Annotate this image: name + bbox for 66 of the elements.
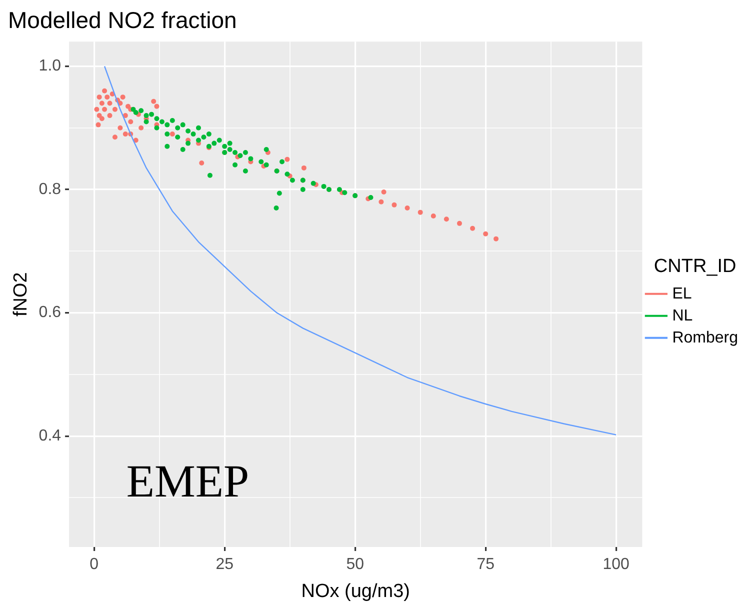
point — [170, 118, 175, 123]
point — [154, 116, 160, 122]
point — [180, 146, 186, 152]
point — [232, 150, 238, 156]
x-tick-label: 75 — [476, 556, 495, 574]
x-tick-label: 50 — [346, 556, 364, 574]
x-axis-title: NOx (ug/m3) — [301, 580, 410, 602]
point — [175, 125, 180, 130]
point — [336, 187, 342, 192]
point — [242, 168, 248, 174]
point — [248, 156, 254, 162]
point — [144, 119, 149, 124]
point — [138, 108, 144, 114]
point — [186, 128, 191, 134]
point — [227, 146, 232, 152]
point — [196, 138, 201, 143]
point — [164, 144, 170, 149]
point — [368, 195, 374, 200]
point — [238, 153, 243, 158]
y-tick-label: 0.4 — [38, 427, 62, 444]
point — [216, 138, 222, 143]
y-tick-label: 0.8 — [38, 180, 62, 198]
y-tick-label: 0.6 — [38, 304, 62, 322]
point — [212, 140, 217, 146]
point — [186, 140, 191, 146]
point — [175, 134, 180, 140]
point — [242, 150, 248, 156]
point — [154, 125, 160, 130]
point — [133, 110, 138, 115]
point — [180, 122, 186, 128]
point — [284, 172, 290, 177]
point — [258, 159, 264, 164]
point — [264, 146, 269, 152]
point — [164, 122, 170, 128]
point — [227, 140, 232, 146]
legend-title: CNTR_ID — [654, 256, 736, 277]
legend-label: Romberg — [672, 329, 738, 346]
point — [149, 112, 154, 117]
point — [310, 180, 316, 186]
annotation: EMEP — [126, 455, 250, 506]
point — [321, 184, 326, 189]
point — [222, 144, 228, 149]
point — [300, 187, 306, 192]
y-tick-label: 1.0 — [38, 58, 62, 75]
chart-title: Modelled NO2 fraction — [8, 7, 237, 34]
point — [264, 162, 269, 168]
point — [206, 132, 212, 137]
x-tick-label: 0 — [90, 556, 99, 574]
point — [201, 134, 206, 140]
x-tick-label: 25 — [216, 556, 234, 574]
x-tick-label: 100 — [602, 556, 630, 574]
legend-label: EL — [672, 285, 692, 302]
point — [164, 132, 170, 137]
point — [280, 159, 285, 164]
point — [232, 162, 238, 168]
point — [342, 190, 348, 196]
legend-label: NL — [672, 307, 693, 324]
point — [159, 119, 164, 124]
point — [276, 190, 282, 196]
point — [190, 132, 196, 137]
point — [274, 206, 279, 211]
point — [144, 113, 149, 118]
y-axis-title: fNO2 — [10, 272, 32, 316]
point — [207, 172, 212, 178]
point — [290, 178, 295, 183]
point — [196, 125, 201, 130]
